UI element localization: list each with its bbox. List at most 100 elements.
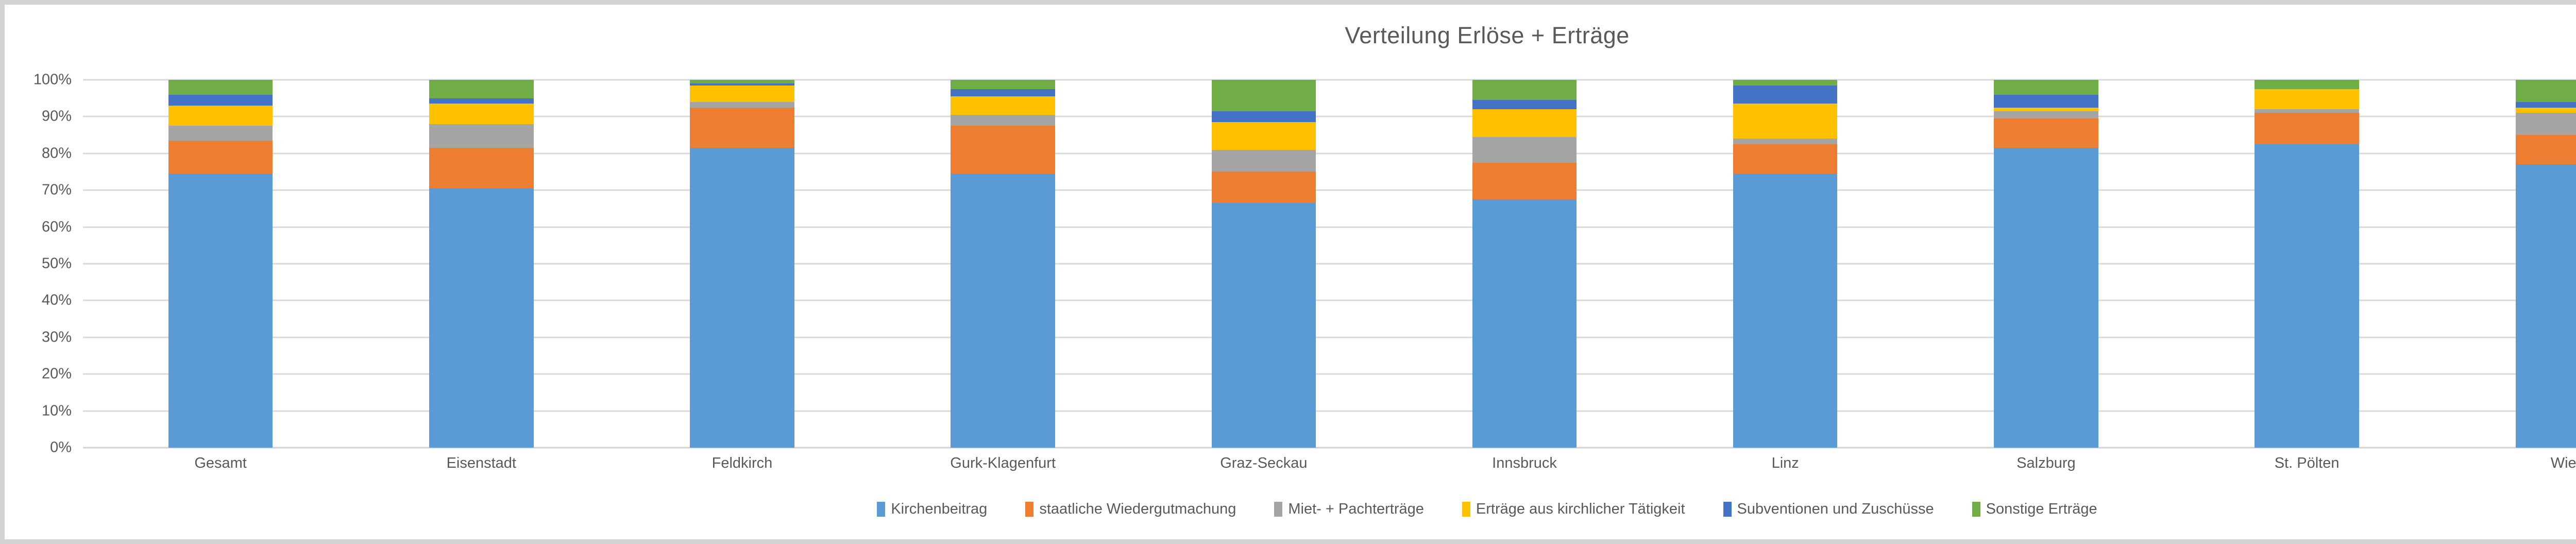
bar-segment-subventionen-und-zuschüsse [168, 94, 273, 106]
bar-segment-staatliche-wiedergutmachung [2515, 135, 2576, 165]
bar-segment-staatliche-wiedergutmachung [951, 126, 1055, 174]
x-axis-category-label: Eisenstadt [446, 455, 516, 471]
bar-segment-miet-pachterträge [1994, 111, 2098, 118]
stacked-bar-eisenstadt [429, 80, 534, 448]
bar-slot-innsbruck [1394, 80, 1655, 448]
bar-segment-miet-pachterträge [2515, 113, 2576, 135]
bar-segment-kirchenbeitrag [1211, 203, 1316, 448]
stacked-bar-innsbruck [1472, 80, 1577, 448]
bar-segment-subventionen-und-zuschüsse [429, 98, 534, 104]
bar-segment-kirchenbeitrag [1733, 174, 1838, 448]
gridline [83, 410, 2576, 412]
bar-segment-erträge-aus-kirchlicher-tätigkeit [690, 85, 794, 102]
bar-segment-subventionen-und-zuschüsse [2515, 101, 2576, 108]
bar-segment-kirchenbeitrag [168, 174, 273, 448]
legend-marker-sonstige-erträge [1972, 502, 1980, 517]
x-axis-category-label: Feldkirch [711, 455, 773, 471]
bar-segment-miet-pachterträge [2255, 109, 2359, 113]
bar-slot-wien [2437, 80, 2576, 448]
legend-label: Miet- + Pachterträge [1288, 501, 1424, 517]
legend-marker-staatliche-wiedergutmachung [1025, 502, 1034, 517]
legend-label: Erträge aus kirchlicher Tätigkeit [1476, 501, 1685, 517]
x-axis-category-label: Linz [1771, 455, 1799, 471]
bar-segment-subventionen-und-zuschüsse [690, 83, 794, 86]
bar-slot-linz [1655, 80, 1916, 448]
x-axis-category-label: Wien [2550, 455, 2576, 471]
legend-label: Subventionen und Zuschüsse [1737, 501, 1934, 517]
bar-segment-sonstige-erträge [168, 80, 273, 95]
y-axis-tick-label: 40% [41, 292, 72, 309]
bar-slot-salzburg [1916, 80, 2176, 448]
bar-segment-kirchenbeitrag [951, 174, 1055, 448]
y-axis-tick-label: 0% [50, 439, 72, 456]
chart-title: Verteilung Erlöse + Erträge [1345, 22, 1630, 48]
bar-segment-kirchenbeitrag [690, 148, 794, 448]
y-axis-tick-label: 10% [41, 402, 72, 419]
legend-marker-erträge-aus-kirchlicher-tätigkeit [1462, 502, 1470, 517]
bar-segment-subventionen-und-zuschüsse [1994, 94, 2098, 108]
x-axis-category-label: Graz-Seckau [1220, 455, 1308, 471]
y-axis-tick-label: 20% [41, 365, 72, 382]
bar-segment-sonstige-erträge [1994, 80, 2098, 95]
bar-segment-kirchenbeitrag [2515, 164, 2576, 448]
bar-segment-subventionen-und-zuschüsse [1472, 100, 1577, 110]
x-axis-category-label: St. Pölten [2274, 455, 2340, 471]
x-axis-category-label: Gurk-Klagenfurt [950, 455, 1056, 471]
bar-segment-sonstige-erträge [2515, 80, 2576, 102]
gridline [83, 336, 2576, 338]
y-axis-tick-label: 60% [41, 218, 72, 235]
bar-segment-staatliche-wiedergutmachung [1472, 162, 1577, 200]
legend-label: staatliche Wiedergutmachung [1039, 501, 1236, 517]
bar-segment-staatliche-wiedergutmachung [1211, 172, 1316, 203]
y-axis: 100% 90% 80% 70% 60% 50% 40% 30% 20% 10% 0% [5, 72, 72, 456]
bar-segment-miet-pachterträge [1733, 139, 1838, 144]
legend-label: Kirchenbeitrag [891, 501, 988, 517]
bar-segment-erträge-aus-kirchlicher-tätigkeit [2255, 89, 2359, 110]
bar-segment-erträge-aus-kirchlicher-tätigkeit [1472, 109, 1577, 137]
bar-segment-erträge-aus-kirchlicher-tätigkeit [1211, 122, 1316, 150]
bar-segment-kirchenbeitrag [1472, 199, 1577, 448]
bar-segment-miet-pachterträge [690, 101, 794, 108]
y-axis-tick-label: 90% [41, 108, 72, 125]
y-axis-tick-label: 80% [41, 145, 72, 162]
bar-slot-graz-seckau [1133, 80, 1394, 448]
bar-segment-erträge-aus-kirchlicher-tätigkeit [951, 96, 1055, 115]
bar-segment-erträge-aus-kirchlicher-tätigkeit [1733, 104, 1838, 139]
x-axis-category-label: Gesamt [194, 455, 247, 471]
y-axis-tick-label: 70% [41, 181, 72, 198]
plot-area [83, 79, 2576, 449]
bar-segment-sonstige-erträge [951, 80, 1055, 89]
legend-marker-miet-pachterträge [1274, 502, 1283, 517]
bars-container [90, 80, 2576, 448]
bar-segment-sonstige-erträge [1733, 80, 1838, 86]
bar-segment-sonstige-erträge [1472, 80, 1577, 100]
legend: Kirchenbeitrag staatliche Wiedergutmachun… [5, 501, 2576, 518]
y-axis-tick-label: 50% [41, 255, 72, 272]
chart-background: Verteilung Erlöse + Erträge 100% 90% 80% 70… [5, 5, 2576, 539]
gridline [83, 189, 2576, 191]
legend-item-miet-pachterträge: Miet- + Pachterträge [1274, 501, 1424, 518]
bar-slot-eisenstadt [351, 80, 612, 448]
stacked-bar-linz [1733, 80, 1838, 448]
gridline [83, 299, 2576, 301]
bar-segment-miet-pachterträge [168, 126, 273, 141]
x-axis-category-label: Salzburg [2016, 455, 2076, 471]
bar-slot-feldkirch [612, 80, 872, 448]
stacked-bar-st-pölten [2255, 80, 2359, 448]
bar-segment-miet-pachterträge [1211, 149, 1316, 172]
stacked-bar-gesamt [168, 80, 273, 448]
bar-segment-staatliche-wiedergutmachung [1994, 118, 2098, 148]
gridline [83, 373, 2576, 375]
bar-segment-staatliche-wiedergutmachung [690, 107, 794, 148]
stacked-bar-gurk-klagenfurt [951, 80, 1055, 448]
y-axis-tick-label: 30% [41, 329, 72, 346]
legend-item-subventionen-und-zuschüsse: Subventionen und Zuschüsse [1723, 501, 1934, 518]
y-axis-tick-label: 100% [33, 71, 72, 88]
x-axis: Gesamt Eisenstadt Feldkirch Gurk-Klagenfurt… [90, 455, 2576, 472]
bar-segment-subventionen-und-zuschüsse [951, 89, 1055, 97]
bar-segment-erträge-aus-kirchlicher-tätigkeit [429, 104, 534, 124]
bar-segment-miet-pachterträge [429, 124, 534, 148]
bar-segment-subventionen-und-zuschüsse [1211, 111, 1316, 123]
legend-item-sonstige-erträge: Sonstige Erträge [1972, 501, 2097, 518]
x-axis-category-label: Innsbruck [1492, 455, 1557, 471]
